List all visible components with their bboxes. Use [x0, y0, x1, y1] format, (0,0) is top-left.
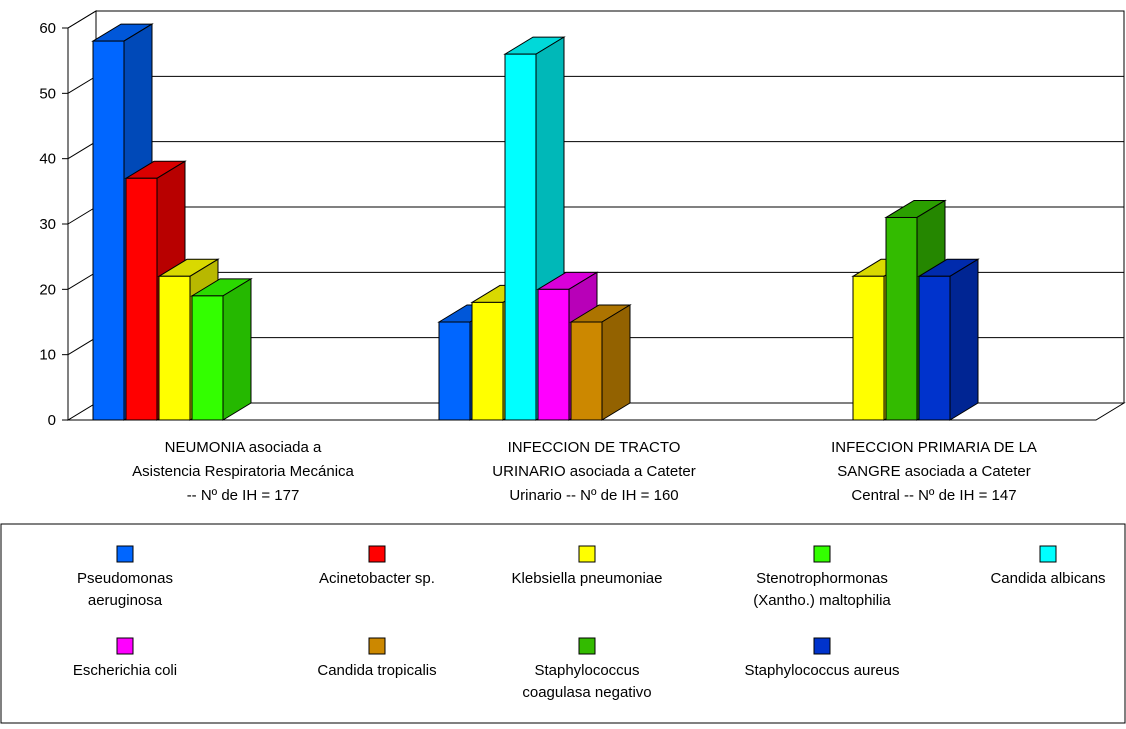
- x-category-label: INFECCION DE TRACTO URINARIO asociada a C…: [492, 439, 695, 504]
- x-category-label: INFECCION PRIMARIA DE LA SANGRE asociada …: [831, 439, 1037, 504]
- y-tick-label: 40: [39, 151, 56, 168]
- y-tick-label: 10: [39, 347, 56, 364]
- legend-swatch: [813, 545, 831, 563]
- legend-label: Stenotrophormonas (Xantho.) maltophilia: [753, 570, 891, 609]
- y-tick-label: 20: [39, 281, 56, 298]
- legend: [0, 523, 1126, 724]
- legend-swatch: [116, 545, 134, 563]
- bar: [537, 288, 570, 421]
- bar: [438, 321, 471, 421]
- legend-label: Candida tropicalis: [317, 662, 436, 679]
- y-tick-label: 50: [39, 85, 56, 102]
- legend-swatch: [1039, 545, 1057, 563]
- legend-swatch: [368, 545, 386, 563]
- legend-label: Staphylococcus aureus: [744, 662, 899, 679]
- bar: [918, 275, 951, 421]
- legend-label: Escherichia coli: [73, 662, 177, 679]
- bar: [92, 40, 125, 421]
- legend-label: Staphylococcus coagulasa negativo: [522, 662, 651, 701]
- y-tick-label: 60: [39, 20, 56, 37]
- legend-swatch: [578, 637, 596, 655]
- bar: [125, 177, 158, 421]
- bar: [158, 275, 191, 421]
- legend-label: Pseudomonas aeruginosa: [77, 570, 173, 609]
- bar: [504, 53, 537, 421]
- legend-swatch: [368, 637, 386, 655]
- y-tick-label: 30: [39, 216, 56, 233]
- legend-label: Candida albicans: [990, 570, 1105, 587]
- legend-label: Klebsiella pneumoniae: [512, 570, 663, 587]
- y-tick-label: 0: [48, 412, 56, 429]
- gridline: [67, 10, 1124, 29]
- bar-side: [601, 304, 631, 421]
- bar: [570, 321, 603, 421]
- bar: [191, 295, 224, 421]
- x-category-label: NEUMONIA asociada a Asistencia Respirator…: [132, 439, 354, 504]
- bar: [852, 275, 885, 421]
- bar-side: [949, 258, 979, 421]
- bar: [885, 216, 918, 421]
- legend-label: Acinetobacter sp.: [319, 570, 435, 587]
- legend-swatch: [116, 637, 134, 655]
- bar-side: [222, 277, 252, 421]
- legend-swatch: [813, 637, 831, 655]
- legend-swatch: [578, 545, 596, 563]
- bar: [471, 301, 504, 421]
